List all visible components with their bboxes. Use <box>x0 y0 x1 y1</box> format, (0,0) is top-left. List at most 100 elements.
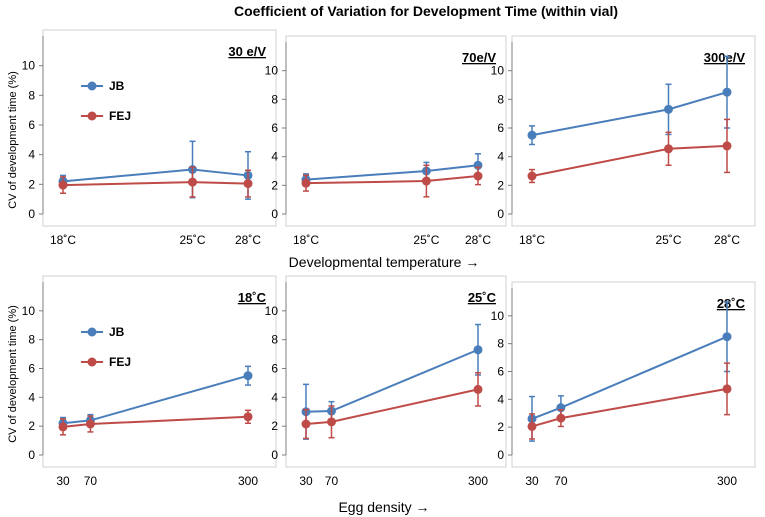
x-tick-label: 28˚C <box>714 233 740 247</box>
x-tick-label: 300 <box>238 474 258 488</box>
data-point <box>243 412 253 422</box>
panel-label: 18˚C <box>238 290 267 305</box>
y-tick-label: 0 <box>497 448 504 462</box>
x-tick-label: 30 <box>299 474 313 488</box>
y-tick-label: 2 <box>271 178 278 192</box>
x-tick-label: 25˚C <box>413 233 439 247</box>
y-tick-label: 2 <box>497 420 504 434</box>
data-point <box>243 179 253 189</box>
y-tick-label: 0 <box>28 207 35 221</box>
y-tick-label: 10 <box>265 64 279 78</box>
data-point <box>722 87 732 97</box>
y-tick-label: 10 <box>491 309 505 323</box>
legend: JB FEJ <box>81 79 131 123</box>
chart-panel-5: 0 2 4 6 8 10 30 70 300 25˚C <box>265 275 507 488</box>
series-FEJ <box>527 362 732 440</box>
series-JB <box>58 365 253 430</box>
x-tick-label: 70 <box>84 474 98 488</box>
series-JB <box>58 140 253 200</box>
figure-title: Coefficient of Variation for Development… <box>234 3 618 19</box>
y-tick-label: 6 <box>271 121 278 135</box>
data-point <box>556 413 566 423</box>
chart-panel-4: 0 2 4 6 8 10 30 70 300 18˚C JB FEJ <box>22 275 277 488</box>
x-tick-label: 25˚C <box>179 233 205 247</box>
y-tick-label: 10 <box>265 304 279 318</box>
data-point <box>421 176 431 186</box>
y-tick-label: 4 <box>28 148 35 162</box>
chart-panel-6: 0 2 4 6 8 10 30 70 300 28˚C <box>491 281 756 488</box>
y-tick-label: 6 <box>28 118 35 132</box>
data-point <box>473 345 483 355</box>
y-tick-label: 2 <box>28 419 35 433</box>
series-FEJ <box>58 166 253 198</box>
data-point <box>527 421 537 431</box>
data-point <box>722 332 732 342</box>
y-tick-label: 8 <box>497 337 504 351</box>
data-point <box>722 141 732 151</box>
data-point <box>58 422 68 432</box>
data-point <box>664 104 673 114</box>
y-tick-label: 2 <box>28 177 35 191</box>
data-point <box>722 384 732 394</box>
y-tick-label: 6 <box>497 121 504 135</box>
panel-label: 25˚C <box>468 290 497 305</box>
y-tick-label: 8 <box>28 333 35 347</box>
legend-label: JB <box>109 79 125 93</box>
legend-swatch-marker <box>87 81 97 91</box>
data-point <box>473 171 483 181</box>
y-tick-label: 4 <box>497 392 504 406</box>
y-tick-label: 0 <box>28 448 35 462</box>
chart-panel-3: 0 2 4 6 8 10 18˚C 25˚C 28˚C 300e/V <box>491 35 756 247</box>
series-FEJ <box>58 409 253 436</box>
series-line <box>62 168 249 183</box>
y-axis-label-bottom: CV of development time (%) <box>7 305 19 443</box>
series-line <box>531 91 728 137</box>
series-line <box>531 144 728 177</box>
data-point <box>188 177 197 187</box>
legend-label: JB <box>109 325 125 339</box>
data-point <box>664 144 673 154</box>
x-group-label-temperature: Developmental temperature → <box>289 254 480 270</box>
series-line <box>305 164 479 181</box>
y-tick-label: 2 <box>271 419 278 433</box>
y-tick-label: 4 <box>497 150 504 164</box>
x-group-label-density: Egg density → <box>338 499 429 515</box>
x-tick-label: 28˚C <box>465 233 491 247</box>
series-FEJ <box>527 118 732 184</box>
y-tick-label: 4 <box>271 150 278 164</box>
data-point <box>243 371 253 381</box>
series-JB <box>301 153 483 187</box>
panel-label: 300e/V <box>704 50 746 65</box>
x-tick-label: 25˚C <box>655 233 681 247</box>
y-tick-label: 10 <box>22 59 36 73</box>
panel-frame <box>42 29 277 227</box>
series-FEJ <box>301 372 483 440</box>
y-tick-label: 8 <box>271 92 278 106</box>
x-tick-label: 18˚C <box>519 233 545 247</box>
data-point <box>527 171 537 181</box>
data-point <box>301 419 311 429</box>
series-FEJ <box>301 164 483 198</box>
x-tick-label: 18˚C <box>50 233 76 247</box>
x-tick-label: 70 <box>325 474 339 488</box>
series-JB <box>527 55 732 146</box>
x-tick-label: 70 <box>554 474 568 488</box>
panel-label: 30 e/V <box>228 44 266 59</box>
data-point <box>58 180 68 190</box>
y-tick-label: 2 <box>497 178 504 192</box>
legend-swatch-marker <box>87 111 97 121</box>
legend: JB FEJ <box>81 325 131 369</box>
y-tick-label: 4 <box>271 390 278 404</box>
data-point <box>85 419 95 429</box>
x-tick-label: 30 <box>56 474 70 488</box>
y-tick-label: 0 <box>497 207 504 221</box>
y-tick-label: 10 <box>22 304 36 318</box>
y-tick-label: 6 <box>28 362 35 376</box>
y-tick-label: 6 <box>271 362 278 376</box>
legend-label: FEJ <box>109 355 131 369</box>
series-line <box>62 181 249 187</box>
legend-swatch-marker <box>87 327 97 337</box>
y-axis-label-top: CV of development time (%) <box>7 71 19 209</box>
x-tick-label: 300 <box>717 474 737 488</box>
